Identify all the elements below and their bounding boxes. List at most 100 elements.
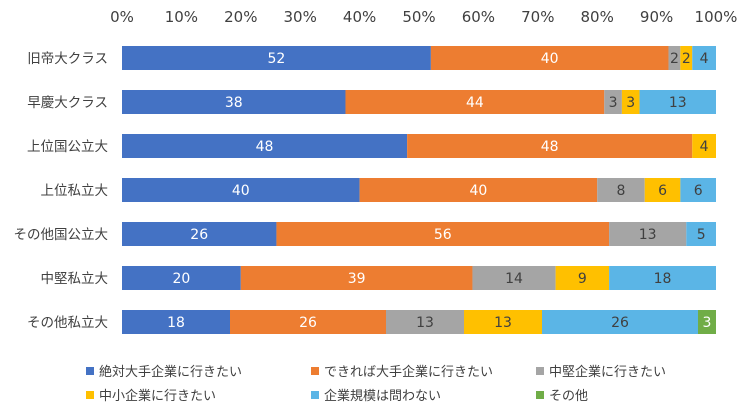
bar-segment	[472, 266, 556, 290]
bar-segment	[555, 266, 610, 290]
bar-data-label: 3	[703, 315, 712, 331]
bar-data-label: 26	[611, 315, 629, 331]
legend-swatch	[536, 367, 544, 375]
x-tick-label: 100%	[695, 8, 738, 26]
bar-data-label: 40	[469, 183, 487, 199]
x-tick-label: 0%	[110, 8, 134, 26]
legend-swatch	[311, 367, 319, 375]
bar-data-label: 13	[416, 315, 434, 331]
bar-segment	[604, 90, 622, 114]
bar-data-label: 39	[348, 271, 366, 287]
legend-swatch	[311, 391, 319, 399]
y-category-label: 中堅私立大	[41, 271, 109, 287]
bar-data-label: 3	[626, 95, 635, 111]
bar-segment	[230, 310, 386, 334]
bar-data-label: 38	[225, 95, 243, 111]
y-category-label: 上位私立大	[41, 183, 109, 199]
y-category-label: その他私立大	[27, 315, 108, 331]
bar-data-label: 2	[670, 51, 679, 67]
bar-data-label: 40	[541, 51, 559, 67]
x-tick-label: 70%	[521, 8, 554, 26]
bar-segment	[542, 310, 698, 334]
bar-segment	[386, 310, 464, 334]
bar-segment	[345, 90, 605, 114]
bar-segment	[359, 178, 598, 202]
bar-data-label: 40	[232, 183, 250, 199]
bar-segment	[240, 266, 473, 290]
legend: 絶対大手企業に行きたい できれば大手企業に行きたい 中堅企業に行きたい中小企業に行き…	[86, 364, 666, 404]
bar-segment	[122, 90, 346, 114]
bar-data-label: 4	[700, 139, 709, 155]
bar-segment	[430, 46, 669, 70]
legend-swatch	[86, 367, 94, 375]
x-tick-label: 30%	[284, 8, 317, 26]
y-category-label: 上位国公立大	[27, 139, 108, 155]
bar-segment	[597, 178, 645, 202]
legend-swatch	[536, 391, 544, 399]
bar-data-label: 9	[578, 271, 587, 287]
bar-data-label: 3	[609, 95, 618, 111]
bar-data-label: 8	[616, 183, 625, 199]
y-category-label: 早慶大クラス	[27, 95, 108, 111]
x-tick-label: 60%	[462, 8, 495, 26]
bar-segment	[692, 46, 716, 70]
bar-segment	[122, 46, 431, 70]
bar-data-label: 26	[299, 315, 317, 331]
bar-data-label: 13	[639, 227, 657, 243]
legend-label: 中小企業に行きたい	[99, 388, 216, 404]
bar-data-label: 14	[505, 271, 523, 287]
legend-swatch	[86, 391, 94, 399]
bar-data-label: 26	[190, 227, 208, 243]
bar-segment	[122, 178, 360, 202]
legend-label: できれば大手企業に行きたい	[324, 364, 493, 380]
bar-data-label: 48	[256, 139, 274, 155]
x-tick-label: 10%	[165, 8, 198, 26]
bar-segment	[680, 46, 693, 70]
x-tick-label: 40%	[343, 8, 376, 26]
bar-data-label: 4	[700, 51, 709, 67]
bar-data-label: 6	[694, 183, 703, 199]
x-tick-label: 50%	[402, 8, 435, 26]
bar-segment	[122, 266, 241, 290]
bar-segment	[407, 134, 693, 158]
bar-data-label: 18	[167, 315, 185, 331]
bar-segment	[621, 90, 640, 114]
bar-data-label: 56	[434, 227, 452, 243]
bar-segment	[276, 222, 610, 246]
x-tick-label: 80%	[581, 8, 614, 26]
bar-segment	[609, 222, 687, 246]
bar-data-label: 18	[654, 271, 672, 287]
bar-data-label: 2	[682, 51, 691, 67]
bar-segment	[122, 134, 408, 158]
bar-segment	[639, 90, 716, 114]
bar-data-label: 48	[541, 139, 559, 155]
bar-data-label: 44	[466, 95, 484, 111]
legend-label: その他	[549, 389, 588, 404]
y-axis-category-labels: 旧帝大クラス早慶大クラス上位国公立大上位私立大その他国公立大中堅私立大その他私立…	[14, 51, 109, 331]
bar-segment	[668, 46, 681, 70]
bar-segment	[464, 310, 542, 334]
bar-segment	[122, 222, 277, 246]
bar-segment	[692, 134, 716, 158]
bar-segment	[644, 178, 681, 202]
bar-segment	[609, 266, 716, 290]
bar-data-label: 5	[697, 227, 706, 243]
y-category-label: 旧帝大クラス	[27, 51, 108, 67]
legend-label: 企業規模は問わない	[324, 388, 441, 404]
bar-data-label: 6	[658, 183, 667, 199]
bar-data-label: 13	[669, 95, 687, 111]
y-category-label: その他国公立大	[14, 227, 109, 243]
bar-segment	[698, 310, 716, 334]
bar-data-label: 20	[172, 271, 190, 287]
bar-data-label: 52	[268, 51, 286, 67]
bar-segment	[686, 222, 716, 246]
x-axis-tick-labels: 0% 10% 20% 30% 40% 50% 60% 70% 80% 90% 100%	[110, 8, 737, 26]
legend-label: 中堅企業に行きたい	[549, 364, 666, 380]
x-tick-label: 20%	[224, 8, 257, 26]
bar-segment	[122, 310, 230, 334]
bar-data-label: 13	[494, 315, 512, 331]
bar-segment	[680, 178, 716, 202]
legend-label: 絶対大手企業に行きたい	[99, 364, 242, 380]
